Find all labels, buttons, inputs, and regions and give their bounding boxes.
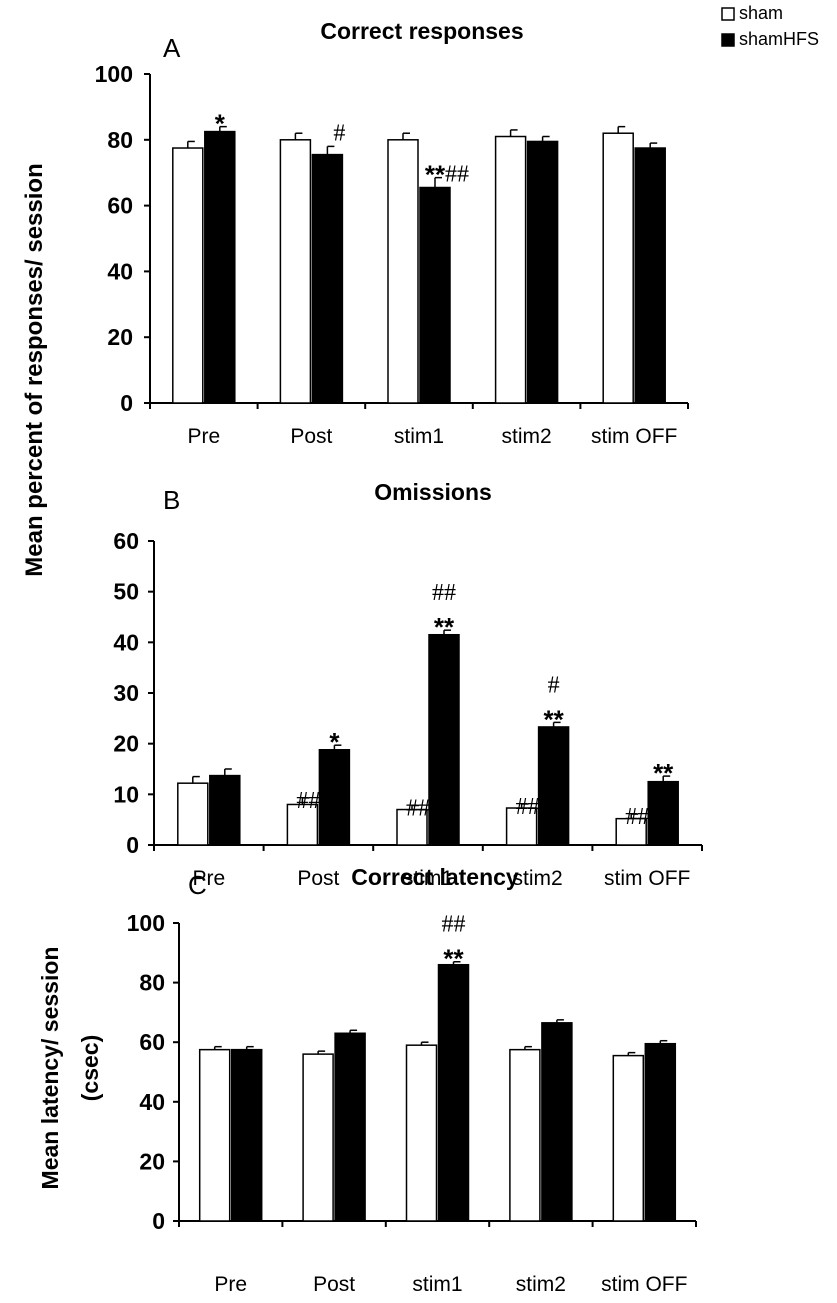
x-tick-label: stim OFF bbox=[604, 867, 690, 890]
x-tick-label: Pre bbox=[214, 1273, 247, 1296]
bar-shamHFS bbox=[334, 1032, 366, 1222]
significance-hash: ## bbox=[296, 788, 320, 814]
bar-sham bbox=[494, 135, 527, 404]
bar-shamHFS bbox=[209, 774, 241, 846]
x-tick-label: Post bbox=[290, 425, 332, 448]
legend-item-shamHFS: shamHFS bbox=[721, 29, 819, 49]
significance-hash: # bbox=[333, 120, 345, 146]
y-tick-label: 40 bbox=[107, 258, 133, 284]
significance-hash: ## bbox=[625, 804, 649, 830]
bar-shamHFS bbox=[634, 147, 666, 404]
bar-shamHFS bbox=[230, 1048, 263, 1222]
y-axis-label: (csec) bbox=[77, 1035, 103, 1101]
bar-sham bbox=[612, 1054, 645, 1222]
x-tick-label: stim2 bbox=[513, 867, 563, 890]
bar-sham bbox=[302, 1053, 334, 1222]
significance-stars: * bbox=[329, 727, 340, 757]
bar-shamHFS bbox=[537, 726, 570, 846]
y-tick-label: 80 bbox=[107, 127, 133, 153]
legend-label-shamHFS: shamHFS bbox=[739, 29, 819, 49]
x-tick-label: Pre bbox=[187, 425, 220, 448]
panel-label: C bbox=[188, 870, 207, 900]
significance-hash: ## bbox=[442, 912, 466, 938]
panel-c: C Correct latency Mean latency/ session (cs… bbox=[37, 864, 697, 1296]
significance-hash: ## bbox=[445, 162, 469, 188]
y-tick-label: 60 bbox=[139, 1029, 165, 1055]
bar-sham bbox=[198, 1048, 231, 1222]
panel-b: B Omissions 0 10 20 30 40 50 60 Pre Post stim1 stim2… bbox=[113, 479, 703, 890]
y-tick-label: 0 bbox=[126, 832, 139, 858]
bar-shamHFS bbox=[428, 633, 460, 846]
y-tick-label: 30 bbox=[113, 680, 139, 706]
bar-sham bbox=[405, 1044, 438, 1222]
significance-stars: ** bbox=[443, 944, 464, 974]
x-tick-label: Post bbox=[297, 867, 339, 890]
y-tick-label: 20 bbox=[139, 1148, 165, 1174]
y-tick-label: 40 bbox=[139, 1089, 165, 1115]
significance-hash: # bbox=[548, 672, 560, 698]
bar-sham bbox=[396, 808, 428, 846]
significance-stars: ** bbox=[543, 704, 564, 734]
significance-stars: ** bbox=[425, 160, 446, 190]
x-tick-label: stim2 bbox=[516, 1273, 566, 1296]
x-tick-label: stim1 bbox=[394, 425, 444, 448]
bar-sham bbox=[279, 139, 312, 404]
bar-shamHFS bbox=[526, 140, 559, 404]
bar-shamHFS bbox=[204, 130, 236, 404]
legend-swatch-sham bbox=[721, 7, 735, 21]
y-tick-label: 60 bbox=[113, 528, 139, 554]
x-tick-label: stim2 bbox=[502, 425, 552, 448]
y-tick-label: 50 bbox=[113, 579, 139, 605]
panel-label: B bbox=[163, 485, 180, 515]
panel-label: A bbox=[163, 33, 181, 63]
bar-shamHFS bbox=[419, 186, 451, 404]
legend-label-sham: sham bbox=[739, 3, 783, 23]
bar-sham bbox=[505, 807, 538, 846]
bar-sham bbox=[509, 1048, 541, 1222]
x-tick-label: stim OFF bbox=[601, 1273, 687, 1296]
y-tick-label: 100 bbox=[127, 910, 165, 936]
y-tick-label: 60 bbox=[107, 193, 133, 219]
shared-y-axis-label: Mean percent of responses/ session bbox=[21, 163, 48, 576]
bar-shamHFS bbox=[541, 1022, 573, 1222]
y-tick-label: 10 bbox=[113, 781, 139, 807]
bar-shamHFS bbox=[311, 153, 344, 404]
x-tick-label: Pre bbox=[192, 867, 225, 890]
bar-shamHFS bbox=[318, 748, 351, 846]
legend: sham shamHFS bbox=[721, 3, 819, 49]
significance-hash: ## bbox=[432, 580, 456, 606]
significance-stars: ** bbox=[434, 612, 455, 642]
y-tick-label: 20 bbox=[107, 324, 133, 350]
bar-sham bbox=[172, 147, 204, 404]
y-tick-label: 100 bbox=[95, 61, 133, 87]
y-tick-label: 20 bbox=[113, 731, 139, 757]
bar-shamHFS bbox=[644, 1042, 677, 1222]
y-axis-label: Mean latency/ session bbox=[37, 947, 63, 1190]
significance-stars: ** bbox=[653, 758, 674, 788]
bar-sham bbox=[387, 139, 419, 404]
x-tick-label: stim OFF bbox=[591, 425, 677, 448]
bar-shamHFS bbox=[437, 963, 470, 1222]
x-tick-label: Post bbox=[313, 1273, 355, 1296]
y-tick-label: 40 bbox=[113, 629, 139, 655]
bar-sham bbox=[602, 132, 634, 404]
significance-hash: ## bbox=[406, 795, 430, 821]
y-tick-label: 0 bbox=[152, 1208, 165, 1234]
significance-hash: ## bbox=[516, 794, 540, 820]
chart-title: Omissions bbox=[374, 479, 492, 505]
y-tick-label: 0 bbox=[120, 390, 133, 416]
legend-swatch-shamHFS bbox=[721, 33, 735, 47]
y-tick-label: 80 bbox=[139, 970, 165, 996]
significance-stars: * bbox=[215, 109, 226, 139]
panel-a: A Correct responses 0 20 40 60 80 100 Pre Post sti… bbox=[95, 18, 689, 448]
chart-title: Correct responses bbox=[320, 18, 523, 44]
bar-sham bbox=[177, 782, 209, 846]
chart-title: Correct latency bbox=[351, 864, 519, 890]
legend-item-sham: sham bbox=[721, 3, 783, 23]
x-tick-label: stim1 bbox=[412, 1273, 462, 1296]
bar-shamHFS bbox=[647, 780, 679, 846]
x-tick-label: stim1 bbox=[403, 867, 453, 890]
